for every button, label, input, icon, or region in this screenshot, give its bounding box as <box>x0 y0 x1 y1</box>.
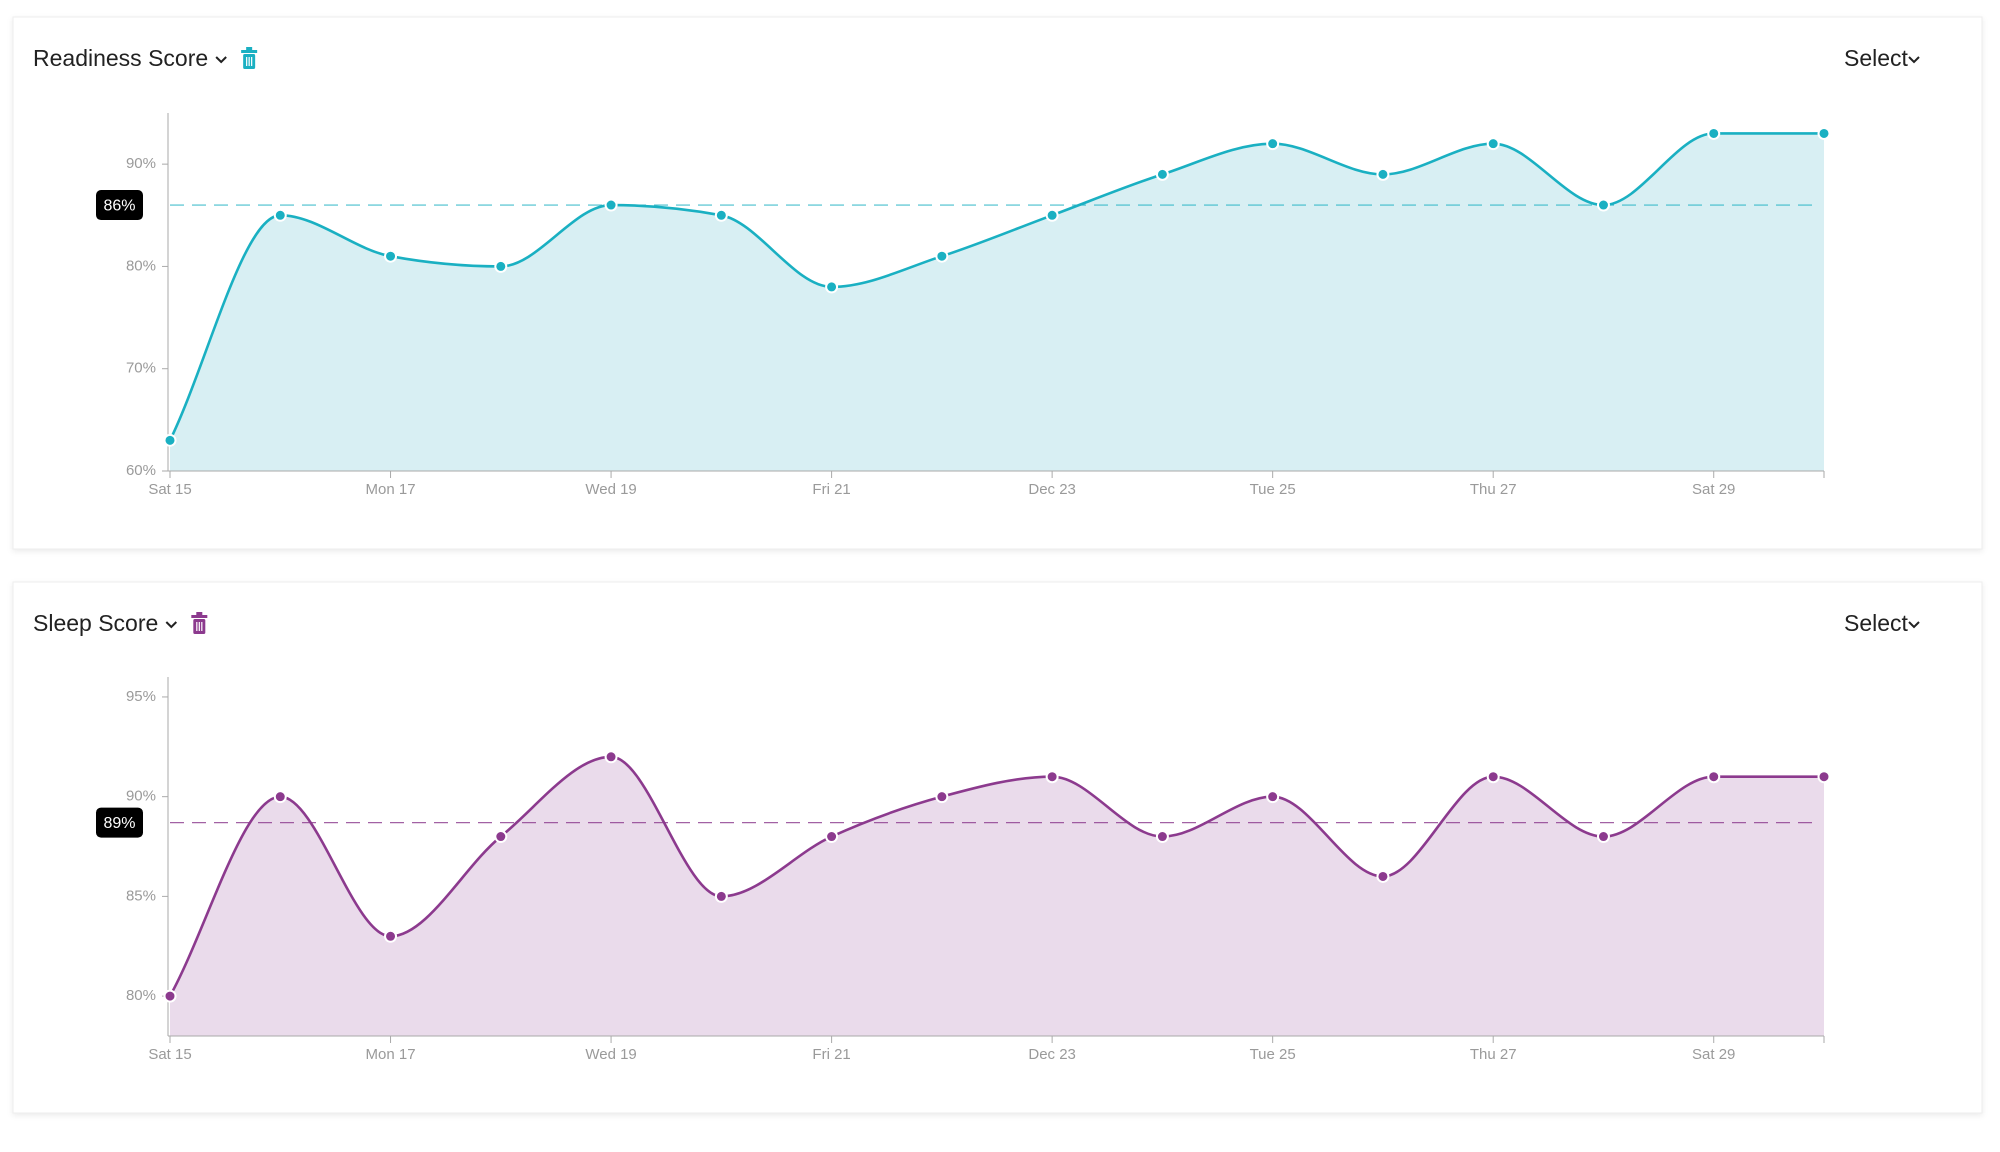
x-tick-label: Mon 17 <box>366 481 416 498</box>
data-point <box>1486 137 1500 151</box>
chart-title[interactable]: Readiness Score <box>33 45 208 71</box>
x-tick-label: Thu 27 <box>1470 1046 1517 1063</box>
x-tick-label: Mon 17 <box>366 1046 416 1063</box>
x-tick-label: Fri 21 <box>812 1046 850 1063</box>
data-point <box>1045 770 1059 784</box>
x-tick-label: Dec 23 <box>1028 481 1076 498</box>
x-tick-label: Sat 15 <box>148 481 191 498</box>
average-label: 89% <box>103 815 135 832</box>
chart-card: Readiness Score Select 60% 70% 80% 90% Sat 15 M… <box>12 16 1983 550</box>
data-point <box>384 929 398 943</box>
data-point <box>1155 830 1169 844</box>
trash-handle <box>246 47 253 50</box>
delete-icon[interactable] <box>191 612 208 634</box>
data-point <box>384 249 398 263</box>
y-tick-label: 90% <box>126 788 156 805</box>
data-point <box>163 989 177 1003</box>
data-point <box>1045 208 1059 222</box>
select-dropdown[interactable]: Select <box>1844 610 1909 636</box>
x-tick-label: Dec 23 <box>1028 1046 1076 1063</box>
data-point <box>1486 770 1500 784</box>
data-point <box>494 259 508 273</box>
average-label: 86% <box>103 197 135 214</box>
delete-icon[interactable] <box>241 47 258 69</box>
line <box>168 755 1824 997</box>
data-point <box>604 750 618 764</box>
average-badge <box>96 807 143 838</box>
x-tick-label: Wed 19 <box>585 481 636 498</box>
data-point <box>1817 770 1831 784</box>
y-tick-label: 95% <box>126 688 156 705</box>
data-point <box>1376 167 1390 181</box>
trash-lid <box>191 615 208 618</box>
area <box>170 133 1824 471</box>
data-point <box>163 433 177 447</box>
y-tick-label: 70% <box>126 360 156 377</box>
chevron[interactable] <box>165 621 178 629</box>
data-point <box>273 790 287 804</box>
y-tick-label: 80% <box>126 257 156 274</box>
x-tick-label: Thu 27 <box>1470 481 1517 498</box>
y-tick-label: 60% <box>126 462 156 479</box>
x-tick-label: Wed 19 <box>585 1046 636 1063</box>
y-tick-label: 85% <box>126 887 156 904</box>
x-tick-label: Tue 25 <box>1250 1046 1296 1063</box>
select-dropdown[interactable]: Select <box>1844 45 1909 71</box>
area <box>170 756 1824 1036</box>
data-point <box>1707 126 1721 140</box>
data-point <box>273 208 287 222</box>
chevron[interactable] <box>1908 56 1920 64</box>
data-point <box>1707 770 1721 784</box>
average-badge <box>96 190 143 221</box>
data-point <box>714 889 728 903</box>
line <box>168 132 1824 441</box>
data-point <box>825 830 839 844</box>
x-tick-label: Sat 29 <box>1692 1046 1735 1063</box>
trash-handle <box>196 612 203 615</box>
data-point <box>1266 790 1280 804</box>
data-point <box>1596 198 1610 212</box>
data-point <box>1266 137 1280 151</box>
data-point <box>714 208 728 222</box>
trash-lid <box>241 50 258 53</box>
chart-title[interactable]: Sleep Score <box>33 610 158 636</box>
x-tick-label: Fri 21 <box>812 481 850 498</box>
chevron[interactable] <box>215 56 227 64</box>
y-tick-label: 90% <box>126 155 156 172</box>
data-point <box>1376 869 1390 883</box>
data-point <box>935 790 949 804</box>
chart-card: Sleep Score Select 80% 85% 90% 95% Sat 15 Mon 1… <box>12 581 1983 1114</box>
x-tick-label: Sat 15 <box>148 1046 191 1063</box>
data-point <box>825 280 839 294</box>
data-point <box>935 249 949 263</box>
data-point <box>494 830 508 844</box>
chevron[interactable] <box>1908 621 1920 629</box>
data-point <box>604 198 618 212</box>
x-tick-label: Sat 29 <box>1692 481 1735 498</box>
data-point <box>1817 126 1831 140</box>
data-point <box>1596 830 1610 844</box>
y-tick-label: 80% <box>126 987 156 1004</box>
data-point <box>1155 167 1169 181</box>
x-tick-label: Tue 25 <box>1250 481 1296 498</box>
